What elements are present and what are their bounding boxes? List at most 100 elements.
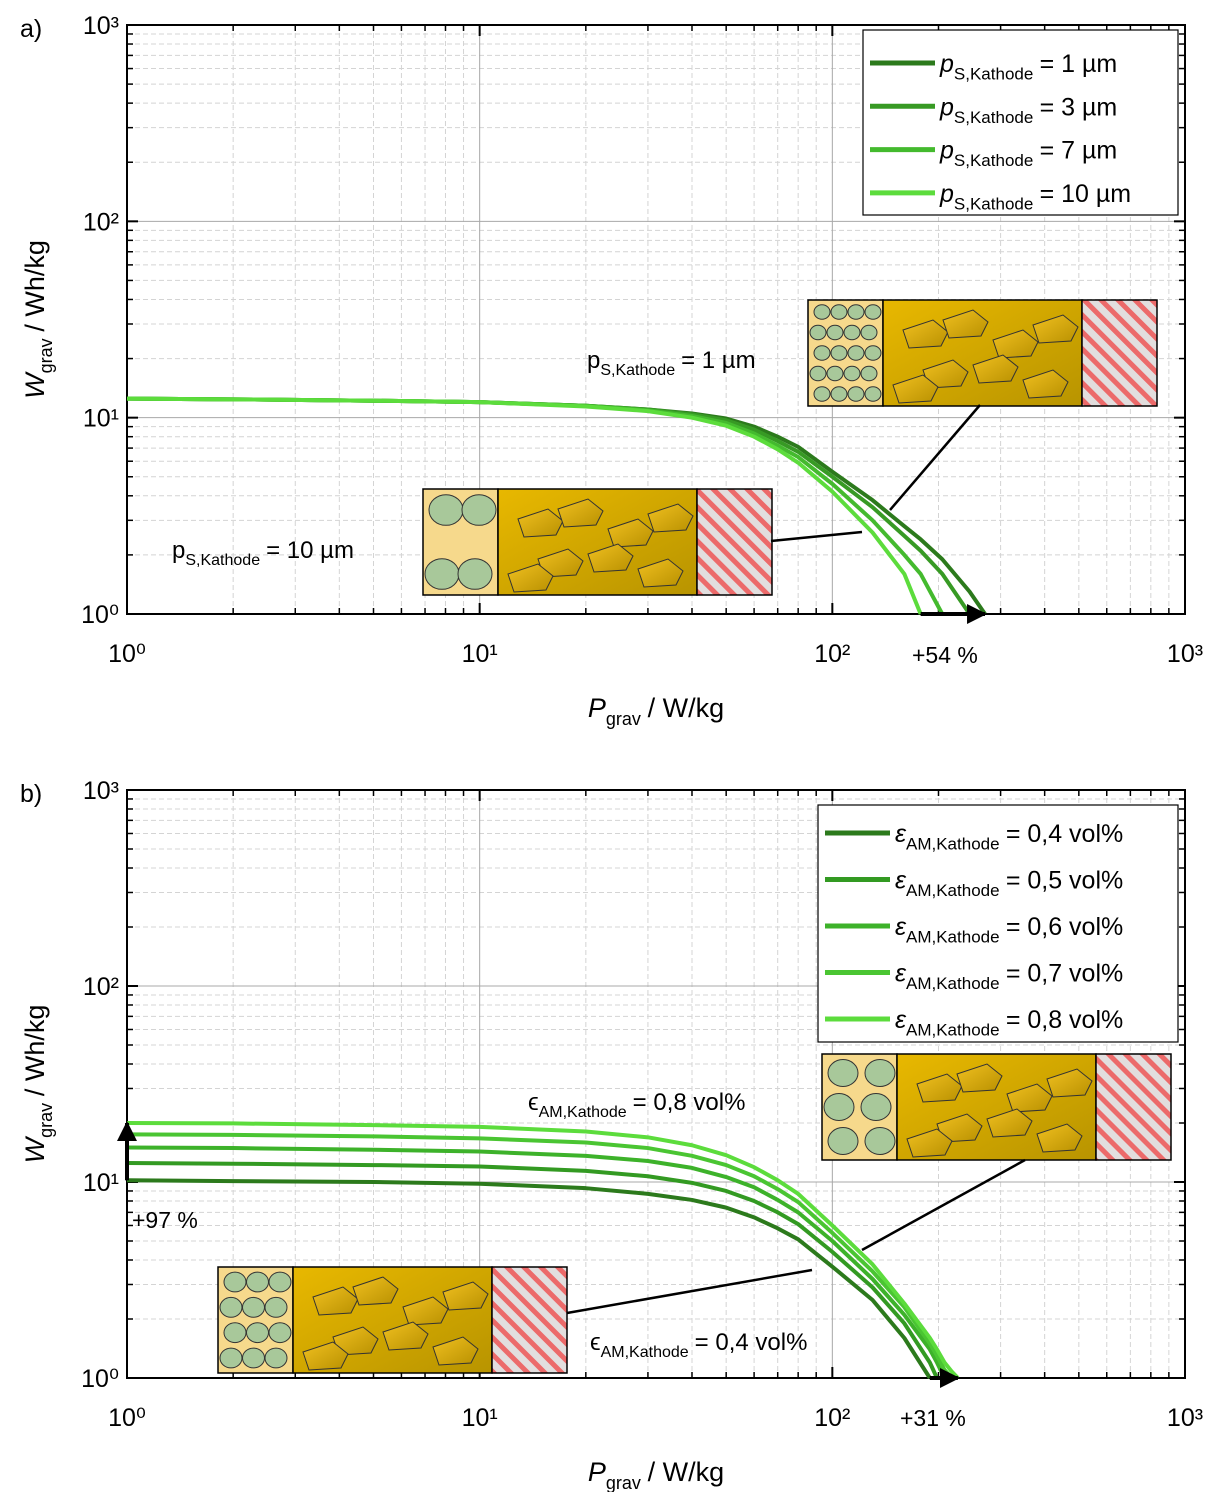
grain	[312, 1286, 359, 1316]
series-line	[126, 1161, 939, 1379]
y-tick-label: 10³	[83, 777, 119, 805]
legend-label-part: AM,Kathode	[906, 881, 1000, 900]
grain	[442, 1281, 489, 1311]
legend-label-part: S,Kathode	[954, 65, 1033, 84]
particle	[864, 1127, 896, 1155]
arrow-label: +97 %	[132, 1207, 198, 1233]
particle	[813, 304, 831, 320]
particle	[830, 345, 848, 361]
particle	[826, 324, 844, 341]
grain	[607, 518, 654, 548]
grain	[382, 1321, 429, 1351]
grain	[557, 498, 604, 528]
x-axis-label-part: grav	[606, 1473, 641, 1492]
annotation: ϵAM,Kathode = 0,4 vol%	[590, 1329, 807, 1361]
legend-label: εAM,Kathode = 0,7 vol%	[895, 960, 1123, 994]
y-tick-label: 10⁰	[81, 1365, 119, 1393]
particle	[457, 558, 493, 590]
particle	[461, 494, 497, 526]
connector-line	[889, 404, 981, 511]
annotation-part: ϵ	[528, 1089, 539, 1116]
particle	[864, 1059, 896, 1087]
particle	[847, 304, 865, 320]
legend-label-part: S,Kathode	[954, 194, 1033, 213]
annotation: pS,Kathode = 1 µm	[587, 347, 756, 379]
annotation-part: = 0,8 vol%	[633, 1089, 746, 1116]
grain	[302, 1341, 349, 1371]
legend-label-part: S,Kathode	[954, 108, 1033, 127]
particle	[264, 1296, 288, 1318]
particle	[223, 1271, 247, 1293]
annotation-part: AM,Kathode	[539, 1104, 627, 1121]
x-tick-label: 10²	[814, 640, 850, 668]
legend-label-part: p	[939, 50, 954, 78]
legend-label-part: AM,Kathode	[906, 835, 1000, 854]
particle	[246, 1322, 269, 1344]
y-axis-label-part: W	[20, 1135, 50, 1163]
panel-label-part: b)	[20, 780, 42, 808]
y-axis-label-part: / Wh/kg	[20, 240, 50, 332]
particle	[428, 494, 464, 526]
connector-line	[861, 1158, 1026, 1252]
grain	[986, 1108, 1033, 1138]
legend-label-part: S,Kathode	[954, 151, 1033, 170]
particle	[813, 345, 831, 361]
particle	[219, 1296, 243, 1318]
legend-label-part: = 0,4 vol%	[1006, 820, 1123, 848]
particle	[843, 324, 861, 341]
particle	[268, 1271, 292, 1293]
annotation: ϵAM,Kathode = 0,8 vol%	[528, 1089, 745, 1121]
x-axis-label-part: P	[588, 1457, 606, 1487]
annotation-part: = 1 µm	[681, 347, 756, 374]
x-tick-label: 10⁰	[108, 1404, 146, 1432]
particle	[830, 304, 848, 320]
legend-label-part: = 0,5 vol%	[1006, 867, 1123, 895]
legend-label-part: ε	[895, 867, 907, 895]
panel-label: b)	[20, 780, 42, 808]
particle	[864, 304, 882, 320]
particle	[223, 1322, 247, 1344]
legend-label-part: = 3 µm	[1040, 93, 1118, 121]
x-axis-label-part: P	[588, 693, 606, 723]
legend-label-part: = 0,6 vol%	[1006, 913, 1123, 941]
particle	[424, 558, 460, 590]
grain	[647, 503, 694, 533]
x-tick-label: 10²	[814, 1404, 850, 1432]
particle	[823, 1093, 855, 1121]
particle	[219, 1347, 243, 1369]
legend-label-part: AM,Kathode	[906, 1021, 1000, 1040]
current-collector	[1095, 1053, 1172, 1161]
electrode-schematic	[821, 1053, 1172, 1161]
current-collector	[491, 1266, 568, 1374]
particle	[264, 1347, 288, 1369]
legend-label-part: p	[939, 93, 954, 121]
grain	[1006, 1083, 1053, 1113]
legend-label: εAM,Kathode = 0,5 vol%	[895, 867, 1123, 901]
y-tick-label: 10¹	[83, 405, 119, 433]
legend-label-part: p	[939, 137, 954, 165]
grain	[1022, 369, 1069, 399]
legend-label-part: ε	[895, 1006, 907, 1034]
series-line	[126, 1121, 960, 1380]
arrow-label: +31 %	[900, 1405, 966, 1431]
legend-label-part: = 7 µm	[1040, 137, 1118, 165]
grain	[352, 1276, 399, 1306]
connector-line	[566, 1268, 813, 1315]
grain	[587, 543, 634, 573]
grain	[517, 508, 564, 538]
particle	[813, 386, 831, 402]
y-axis-label-part: / Wh/kg	[20, 1005, 50, 1097]
panel-label: a)	[20, 15, 42, 43]
y-axis-label: Wgrav / Wh/kg	[20, 240, 56, 399]
legend-label-part: = 0,8 vol%	[1006, 1006, 1123, 1034]
particle	[864, 345, 882, 361]
x-tick-label: 10¹	[462, 640, 498, 668]
series-line	[126, 1145, 947, 1379]
legend-label: εAM,Kathode = 0,8 vol%	[895, 1006, 1123, 1040]
electrode-schematic	[217, 1266, 568, 1374]
legend-label-part: AM,Kathode	[906, 974, 1000, 993]
legend-label: εAM,Kathode = 0,6 vol%	[895, 913, 1123, 947]
y-tick-label: 10⁰	[81, 601, 119, 629]
x-tick-label: 10³	[1167, 1404, 1203, 1432]
y-tick-label: 10²	[83, 973, 119, 1001]
